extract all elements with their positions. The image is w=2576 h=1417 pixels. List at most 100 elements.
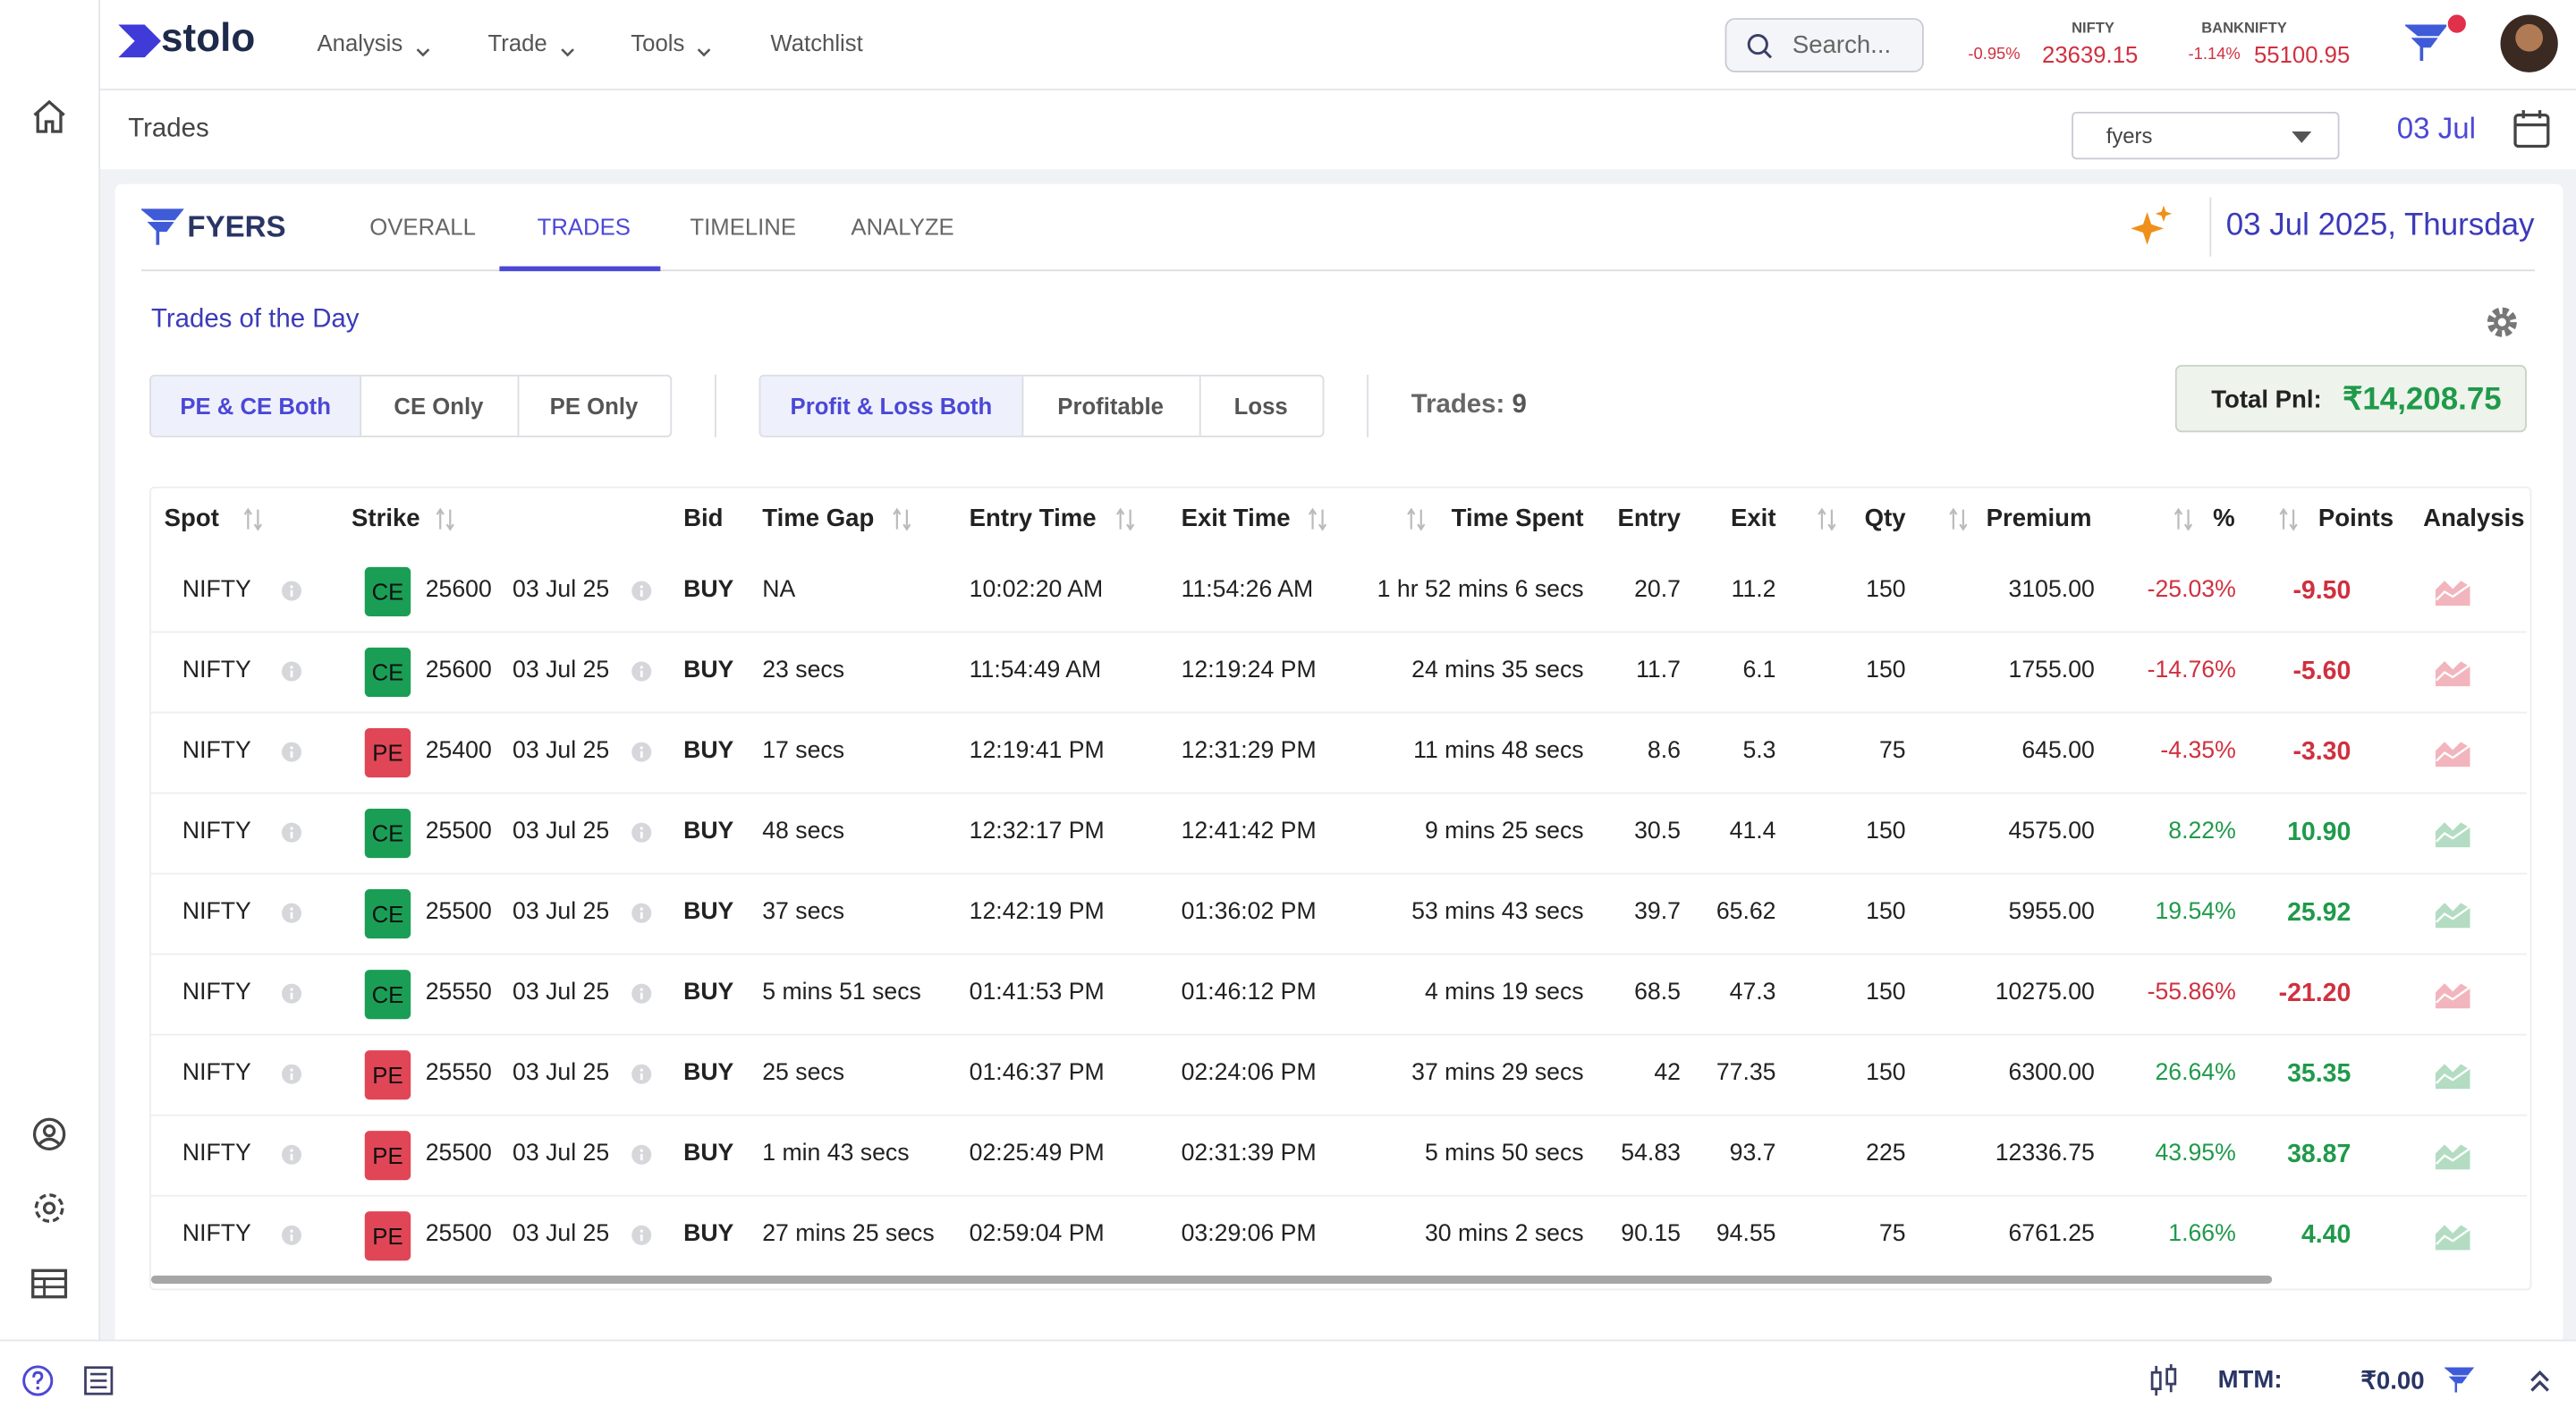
percent: -14.76% <box>2147 657 2236 684</box>
sidebar <box>0 0 101 1340</box>
points: -9.50 <box>2292 576 2351 606</box>
entry: 54.83 <box>1621 1141 1681 1167</box>
filter-button[interactable]: Profitable <box>1021 376 1201 436</box>
nav-item[interactable]: Trade <box>487 30 547 56</box>
info-icon <box>281 742 302 771</box>
info-icon <box>281 661 302 691</box>
exit-time: 02:31:39 PM <box>1181 1141 1317 1167</box>
search-icon <box>1747 34 1773 59</box>
entry-time: 01:46:37 PM <box>969 1060 1105 1087</box>
index-value: 55100.95 <box>2253 40 2351 68</box>
column-header: Exit <box>1730 505 1776 533</box>
entry: 68.5 <box>1634 980 1681 1006</box>
info-icon <box>631 1225 652 1254</box>
row-divider <box>150 792 2527 794</box>
filter-button[interactable]: CE Only <box>360 376 520 436</box>
points: 25.92 <box>2287 899 2351 928</box>
spot: NIFTY <box>182 899 251 926</box>
candle-icon[interactable] <box>2148 1364 2178 1397</box>
tab[interactable]: ANALYZE <box>851 213 954 241</box>
row-divider <box>150 1114 2527 1116</box>
column-header: Analysis <box>2423 505 2525 533</box>
settings-icon[interactable] <box>31 1190 67 1226</box>
filter-button[interactable]: PE & CE Both <box>150 376 362 436</box>
chevron <box>697 36 712 65</box>
analysis-icon[interactable] <box>2435 1060 2470 1098</box>
nav-item[interactable]: Watchlist <box>770 30 863 56</box>
sort-icon <box>892 506 911 541</box>
exit: 41.4 <box>1729 819 1776 845</box>
entry: 42 <box>1654 1060 1681 1087</box>
tab[interactable]: TRADES <box>537 213 631 241</box>
home-icon[interactable] <box>30 97 69 136</box>
time-spent: 30 mins 2 secs <box>1424 1221 1584 1248</box>
fyers-card-logo <box>140 208 184 245</box>
analysis-icon[interactable] <box>2435 1221 2470 1259</box>
table-icon[interactable] <box>31 1268 68 1301</box>
broker-select[interactable]: fyers <box>2072 111 2340 160</box>
analysis-icon[interactable] <box>2435 899 2470 937</box>
tab[interactable]: TIMELINE <box>690 213 797 241</box>
time-gap: 27 mins 25 secs <box>762 1221 935 1248</box>
option-type-badge: CE <box>364 647 411 698</box>
qty: 150 <box>1866 980 1906 1006</box>
analysis-icon[interactable] <box>2435 738 2470 776</box>
analysis-icon[interactable] <box>2435 658 2470 695</box>
expiry: 03 Jul 25 <box>513 1141 610 1167</box>
help-icon[interactable] <box>21 1364 55 1397</box>
column-header: Points <box>2318 505 2394 533</box>
footer <box>0 1339 2576 1417</box>
broker-select-value: fyers <box>2106 123 2153 148</box>
analysis-icon[interactable] <box>2435 577 2470 615</box>
profile-icon[interactable] <box>31 1116 67 1152</box>
column-header: Entry Time <box>969 505 1097 533</box>
tab[interactable]: OVERALL <box>369 213 476 241</box>
spot: NIFTY <box>182 819 251 845</box>
tab-divider <box>140 269 2536 272</box>
avatar[interactable] <box>2500 14 2558 72</box>
option-filter-group: PE & CE Both CE Only PE Only <box>149 374 673 437</box>
brand-logo <box>118 24 161 58</box>
exit-time: 02:24:06 PM <box>1181 1060 1317 1087</box>
search-box[interactable]: Search... <box>1724 18 1924 72</box>
sort-icon <box>436 506 455 541</box>
breadcrumb: Trades <box>128 115 209 143</box>
nav-item[interactable]: Tools <box>631 30 685 56</box>
analysis-icon[interactable] <box>2435 819 2470 856</box>
sort-icon <box>243 506 263 541</box>
info-icon <box>631 903 652 932</box>
entry: 8.6 <box>1647 737 1681 765</box>
top-bar <box>98 0 2576 91</box>
time-gap: 37 secs <box>762 899 845 926</box>
spot: NIFTY <box>182 737 251 765</box>
index-value: 23639.15 <box>2042 40 2139 68</box>
scrollbar[interactable] <box>150 1275 2273 1285</box>
mtm-value: ₹0.00 <box>2360 1367 2425 1396</box>
sort-icon <box>1406 506 1426 541</box>
expand-icon[interactable] <box>2529 1368 2552 1394</box>
filter-button[interactable]: Loss <box>1233 393 1288 420</box>
analysis-icon[interactable] <box>2435 980 2470 1017</box>
calendar-icon[interactable] <box>2512 108 2551 149</box>
gear-icon[interactable] <box>2482 302 2521 342</box>
exit: 11.2 <box>1731 576 1776 604</box>
sparkle-icon[interactable] <box>2131 205 2174 249</box>
filter-button[interactable]: PE Only <box>549 393 639 420</box>
premium: 4575.00 <box>2008 819 2095 845</box>
premium: 6300.00 <box>2008 1060 2095 1087</box>
exit-time: 01:46:12 PM <box>1181 980 1317 1006</box>
nav-item[interactable]: Analysis <box>317 30 403 56</box>
analysis-icon[interactable] <box>2435 1141 2470 1178</box>
entry: 30.5 <box>1634 819 1681 845</box>
time-gap: 1 min 43 secs <box>762 1141 910 1167</box>
total-pnl-box: Total Pnl: ₹14,208.75 <box>2174 364 2527 433</box>
expiry: 03 Jul 25 <box>513 1060 610 1087</box>
premium: 6761.25 <box>2008 1221 2095 1248</box>
strike: 25500 <box>425 899 492 926</box>
option-type-badge: CE <box>364 809 411 859</box>
pnl-filter-group: Profit & Loss Both Profitable Loss <box>758 374 1325 437</box>
list-icon[interactable] <box>84 1366 114 1396</box>
divider <box>2209 197 2212 257</box>
filter-button[interactable]: Profit & Loss Both <box>760 376 1024 436</box>
